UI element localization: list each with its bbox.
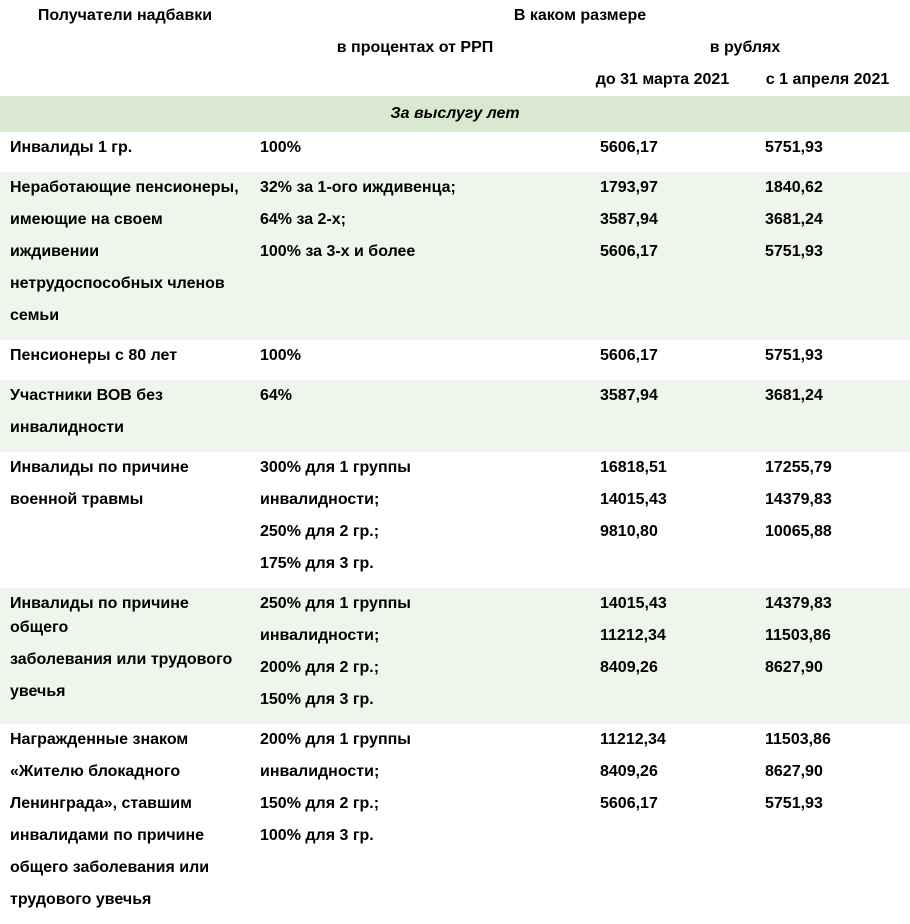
before-cell: 14015,4311212,348409,26 bbox=[580, 588, 745, 724]
recipient-cell: Неработающие пенсионеры,имеющие на своем… bbox=[0, 172, 250, 340]
recipient-cell: Инвалиды 1 гр. bbox=[0, 132, 250, 172]
after-cell: 1840,623681,245751,93 bbox=[745, 172, 910, 340]
before-cell: 5606,17 bbox=[580, 340, 745, 380]
before-cell: 5606,17 bbox=[580, 132, 745, 172]
before-cell: 3587,94 bbox=[580, 380, 745, 452]
before-cell: 1793,973587,945606,17 bbox=[580, 172, 745, 340]
table-row: Инвалиды по причиневоенной травмы300% дл… bbox=[0, 452, 910, 588]
recipient-cell: Пенсионеры с 80 лет bbox=[0, 340, 250, 380]
section-title: За выслугу лет bbox=[0, 96, 910, 132]
recipient-cell: Участники ВОВ безинвалидности bbox=[0, 380, 250, 452]
after-cell: 11503,868627,905751,93 bbox=[745, 724, 910, 924]
after-cell: 3681,24 bbox=[745, 380, 910, 452]
table-header: Получатели надбавки В каком размере в пр… bbox=[0, 0, 910, 96]
header-amount: В каком размере bbox=[250, 0, 910, 32]
percent-cell: 200% для 1 группыинвалидности;150% для 2… bbox=[250, 724, 580, 924]
recipient-cell: Награжденные знаком«Жителю блокадногоЛен… bbox=[0, 724, 250, 924]
header-percent: в процентах от РРП bbox=[250, 32, 580, 96]
header-before-date: до 31 марта 2021 bbox=[580, 64, 745, 96]
after-cell: 17255,7914379,8310065,88 bbox=[745, 452, 910, 588]
percent-cell: 64% bbox=[250, 380, 580, 452]
percent-cell: 250% для 1 группыинвалидности;200% для 2… bbox=[250, 588, 580, 724]
percent-cell: 100% bbox=[250, 132, 580, 172]
table-row: Инвалиды по причине общегозаболевания ил… bbox=[0, 588, 910, 724]
header-rubles: в рублях bbox=[580, 32, 910, 64]
table-row: Инвалиды 1 гр.100%5606,175751,93 bbox=[0, 132, 910, 172]
percent-cell: 300% для 1 группыинвалидности;250% для 2… bbox=[250, 452, 580, 588]
after-cell: 5751,93 bbox=[745, 340, 910, 380]
before-cell: 11212,348409,265606,17 bbox=[580, 724, 745, 924]
table-body: За выслугу лет Инвалиды 1 гр.100%5606,17… bbox=[0, 96, 910, 924]
before-cell: 16818,5114015,439810,80 bbox=[580, 452, 745, 588]
table-row: Неработающие пенсионеры,имеющие на своем… bbox=[0, 172, 910, 340]
recipient-cell: Инвалиды по причине общегозаболевания ил… bbox=[0, 588, 250, 724]
table-row: Участники ВОВ безинвалидности64%3587,943… bbox=[0, 380, 910, 452]
header-after-date: с 1 апреля 2021 bbox=[745, 64, 910, 96]
recipient-cell: Инвалиды по причиневоенной травмы bbox=[0, 452, 250, 588]
percent-cell: 100% bbox=[250, 340, 580, 380]
after-cell: 5751,93 bbox=[745, 132, 910, 172]
table-row: Награжденные знаком«Жителю блокадногоЛен… bbox=[0, 724, 910, 924]
header-recipients: Получатели надбавки bbox=[0, 0, 250, 96]
table-row: Пенсионеры с 80 лет100%5606,175751,93 bbox=[0, 340, 910, 380]
section-row: За выслугу лет bbox=[0, 96, 910, 132]
after-cell: 14379,8311503,868627,90 bbox=[745, 588, 910, 724]
percent-cell: 32% за 1-ого иждивенца;64% за 2-х;100% з… bbox=[250, 172, 580, 340]
allowance-table: Получатели надбавки В каком размере в пр… bbox=[0, 0, 910, 924]
